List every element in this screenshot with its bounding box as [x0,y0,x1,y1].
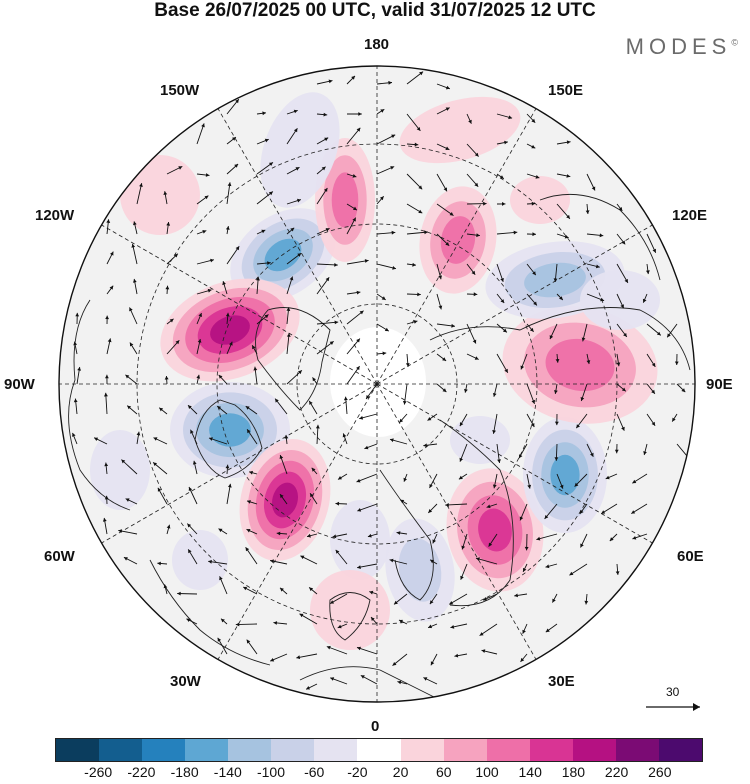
colorbar-swatch [530,739,573,761]
colorbar-swatch [271,739,314,761]
colorbar-swatch [487,739,530,761]
lon-label-0: 0 [371,718,379,735]
anomaly-contour [450,416,510,464]
colorbar-tick-label: 60 [436,764,452,780]
anomaly-contour [209,413,251,446]
colorbar-swatch [56,739,99,761]
colorbar [55,738,703,762]
lon-label-90w: 90W [4,376,35,393]
colorbar-swatch [185,739,228,761]
colorbar-tick-label: 100 [475,764,498,780]
vector-scale-arrow [646,703,700,711]
lon-label-60e: 60E [677,548,704,565]
colorbar-swatch [659,739,702,761]
lon-label-180: 180 [364,36,389,53]
colorbar-tick-label: 20 [393,764,409,780]
colorbar-swatch [573,739,616,761]
lon-label-30w: 30W [170,673,201,690]
lon-label-120e: 120E [672,207,707,224]
colorbar-tick-label: -60 [304,764,324,780]
lon-label-30e: 30E [548,673,575,690]
colorbar-tick-label: 220 [605,764,628,780]
colorbar-tick-label: 260 [648,764,671,780]
colorbar-swatch [616,739,659,761]
colorbar-tick-label: -100 [257,764,285,780]
anomaly-contour [90,430,150,510]
lon-label-60w: 60W [44,548,75,565]
colorbar-tick-label: 140 [519,764,542,780]
lon-label-150e: 150E [548,82,583,99]
anomaly-contour [310,570,390,650]
colorbar-tick-label: -180 [171,764,199,780]
lon-label-90e: 90E [706,376,733,393]
colorbar-swatch [228,739,271,761]
colorbar-tick-label: -140 [214,764,242,780]
colorbar-swatch [401,739,444,761]
colorbar-swatch [99,739,142,761]
colorbar-swatch [444,739,487,761]
lon-label-150w: 150W [160,82,199,99]
lon-label-120w: 120W [35,207,74,224]
colorbar-ticks: -260 -220 -180 -140 -100 -60 -20 20 60 100 140 180 2… [0,764,750,784]
anomaly-contour [172,530,228,590]
anomaly-contour [550,455,579,495]
colorbar-swatch [314,739,357,761]
colorbar-tick-label: -260 [84,764,112,780]
vector-scale-label: 30 [666,685,679,699]
colorbar-tick-label: -220 [127,764,155,780]
colorbar-swatch [142,739,185,761]
colorbar-tick-label: 180 [562,764,585,780]
colorbar-swatch [357,739,400,761]
colorbar-tick-label: -20 [347,764,367,780]
anomaly-contour [120,155,200,235]
